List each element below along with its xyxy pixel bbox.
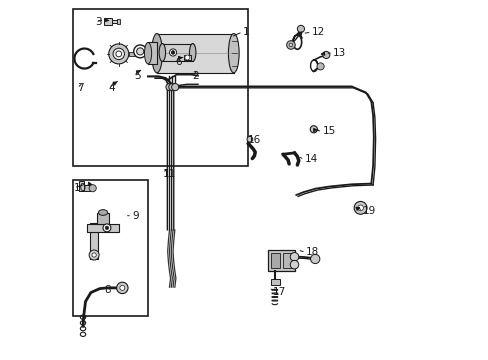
Text: 14: 14: [304, 154, 317, 164]
Text: 4: 4: [108, 83, 115, 93]
Circle shape: [290, 260, 298, 269]
Text: 9: 9: [132, 211, 138, 221]
Circle shape: [310, 254, 319, 264]
Ellipse shape: [189, 44, 196, 62]
Ellipse shape: [159, 44, 165, 62]
Text: 19: 19: [362, 206, 375, 216]
Bar: [128, 52, 135, 56]
Circle shape: [316, 63, 324, 70]
Bar: [271, 253, 280, 267]
Circle shape: [116, 51, 122, 57]
Ellipse shape: [228, 33, 239, 73]
Circle shape: [105, 226, 108, 230]
Text: 3: 3: [95, 17, 102, 27]
Text: 17: 17: [272, 287, 285, 297]
Circle shape: [169, 49, 176, 56]
Text: 7: 7: [77, 83, 84, 93]
Bar: [267, 249, 294, 271]
Bar: [112, 19, 117, 23]
Bar: [104, 18, 112, 24]
Circle shape: [165, 84, 173, 91]
Bar: [148, 42, 157, 64]
Circle shape: [353, 202, 366, 214]
Circle shape: [89, 250, 99, 260]
Circle shape: [171, 84, 179, 91]
Text: 16: 16: [247, 135, 261, 145]
Circle shape: [288, 43, 292, 47]
Bar: [162, 44, 192, 62]
Bar: [312, 126, 315, 132]
Circle shape: [103, 224, 111, 232]
Circle shape: [357, 205, 363, 211]
Bar: [73, 9, 247, 166]
Text: 5: 5: [134, 71, 140, 81]
Circle shape: [297, 25, 304, 32]
Bar: [73, 180, 148, 316]
Circle shape: [92, 253, 96, 257]
Bar: [282, 252, 291, 268]
Circle shape: [286, 41, 295, 49]
Text: 13: 13: [332, 48, 346, 58]
Text: 11: 11: [163, 168, 176, 179]
Bar: [80, 181, 84, 192]
Bar: [117, 19, 120, 23]
Circle shape: [290, 252, 298, 261]
Circle shape: [120, 285, 124, 291]
Text: 12: 12: [311, 27, 324, 37]
Bar: [90, 223, 98, 258]
Ellipse shape: [144, 42, 151, 64]
Text: 6: 6: [175, 57, 181, 67]
Circle shape: [136, 48, 143, 55]
Text: 8: 8: [104, 285, 111, 295]
Text: 10: 10: [74, 183, 87, 193]
Bar: [87, 224, 119, 232]
Text: 18: 18: [305, 247, 319, 257]
Circle shape: [168, 84, 176, 91]
Ellipse shape: [151, 33, 162, 73]
Circle shape: [108, 44, 128, 64]
Bar: [157, 33, 233, 73]
Circle shape: [309, 126, 317, 133]
Circle shape: [322, 51, 329, 59]
Circle shape: [184, 55, 189, 60]
Text: 2: 2: [192, 71, 199, 81]
Circle shape: [89, 185, 96, 192]
Circle shape: [116, 282, 128, 294]
Bar: [97, 212, 108, 224]
Bar: [183, 55, 190, 60]
Text: 15: 15: [322, 126, 335, 136]
Circle shape: [113, 48, 124, 60]
Circle shape: [134, 45, 146, 58]
Bar: [270, 279, 279, 285]
Ellipse shape: [98, 210, 107, 215]
Text: 1: 1: [242, 27, 249, 37]
Circle shape: [171, 51, 175, 54]
Circle shape: [246, 136, 252, 142]
Bar: [80, 185, 90, 192]
